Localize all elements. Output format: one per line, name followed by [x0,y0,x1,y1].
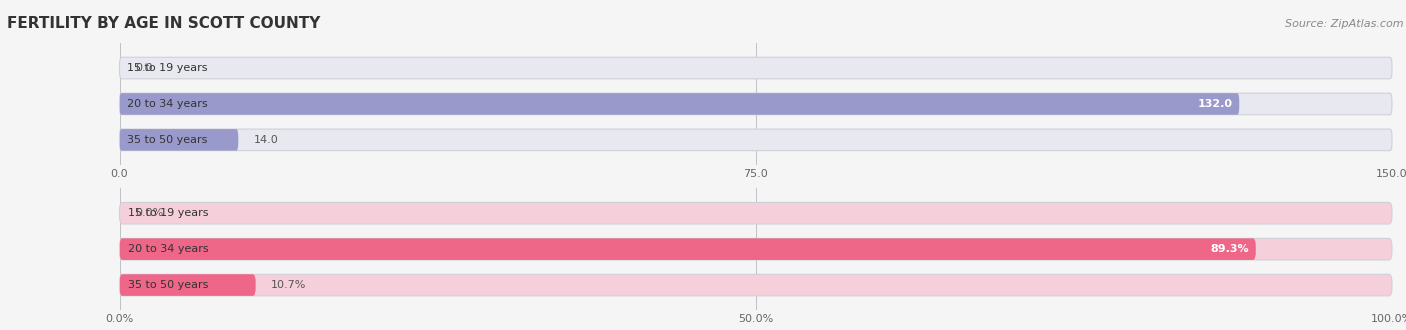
FancyBboxPatch shape [120,238,1392,260]
Text: 20 to 34 years: 20 to 34 years [128,244,208,254]
Text: 0.0%: 0.0% [135,208,163,218]
FancyBboxPatch shape [120,57,1392,79]
FancyBboxPatch shape [120,93,1239,115]
FancyBboxPatch shape [120,129,1392,150]
Text: 0.0: 0.0 [135,63,152,73]
Text: 89.3%: 89.3% [1211,244,1250,254]
Text: 14.0: 14.0 [253,135,278,145]
FancyBboxPatch shape [120,274,256,296]
Text: 35 to 50 years: 35 to 50 years [127,135,208,145]
Text: Source: ZipAtlas.com: Source: ZipAtlas.com [1285,18,1403,29]
FancyBboxPatch shape [120,203,1392,224]
Text: 15 to 19 years: 15 to 19 years [128,208,208,218]
FancyBboxPatch shape [120,238,1256,260]
Text: FERTILITY BY AGE IN SCOTT COUNTY: FERTILITY BY AGE IN SCOTT COUNTY [7,16,321,31]
Text: 20 to 34 years: 20 to 34 years [127,99,208,109]
Text: 15 to 19 years: 15 to 19 years [127,63,208,73]
Text: 132.0: 132.0 [1198,99,1233,109]
FancyBboxPatch shape [120,274,1392,296]
Text: 10.7%: 10.7% [271,280,307,290]
Text: 35 to 50 years: 35 to 50 years [128,280,208,290]
FancyBboxPatch shape [120,93,1392,115]
FancyBboxPatch shape [120,129,238,150]
